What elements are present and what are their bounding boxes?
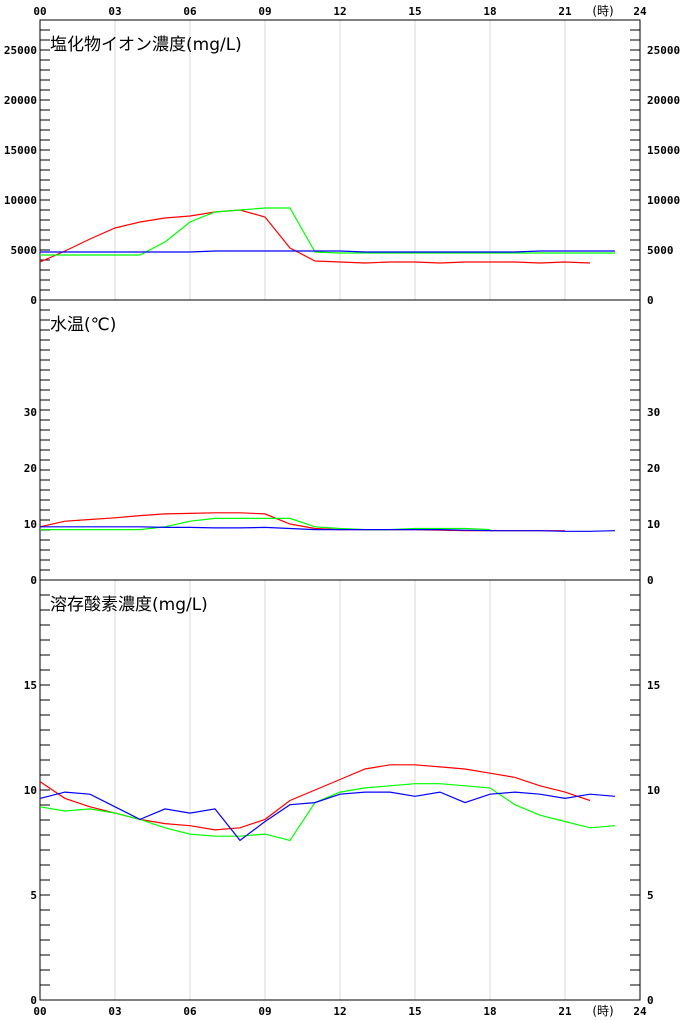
x-tick-label-bottom: 00 — [33, 1005, 46, 1018]
panel-2: 0 0 10 10 20 20 30 30 水温(℃) — [24, 299, 660, 587]
y-tick-label-left: 0 — [30, 994, 37, 1007]
y-tick-label-right: 30 — [647, 406, 660, 419]
y-tick-label-right: 20000 — [647, 94, 680, 107]
x-tick-label-bottom: 03 — [108, 1005, 121, 1018]
x-tick-label-top: 15 — [408, 5, 421, 18]
plot-area-border — [39, 579, 641, 1001]
y-tick-label-left: 20000 — [4, 94, 37, 107]
y-tick-label-right: 5 — [647, 889, 654, 902]
series-line-1 — [39, 764, 591, 831]
y-tick-label-left: 25000 — [4, 44, 37, 57]
x-tick-label-top: 09 — [258, 5, 271, 18]
y-tick-label-right: 15 — [647, 679, 660, 692]
y-tick-label-left: 10000 — [4, 194, 37, 207]
x-unit-label-top: (時) — [592, 4, 613, 18]
y-tick-label-left: 5000 — [11, 244, 38, 257]
y-tick-label-left: 5 — [30, 889, 37, 902]
panel-1: 0 0 5000 5000 10000 10000 15000 15000 20000 20000… — [4, 19, 680, 307]
plot-area-border — [39, 299, 641, 581]
y-tick-label-left: 15 — [24, 679, 37, 692]
series-line-1 — [39, 209, 591, 264]
y-tick-label-right: 25000 — [647, 44, 680, 57]
series-line-1 — [39, 512, 565, 532]
x-tick-label-top: 18 — [483, 5, 496, 18]
y-tick-label-left: 0 — [30, 294, 37, 307]
x-tick-label-bottom: 24 — [633, 1005, 647, 1018]
y-tick-label-right: 20 — [647, 462, 660, 475]
y-tick-label-left: 20 — [24, 462, 37, 475]
x-unit-label-bottom: (時) — [592, 1004, 613, 1018]
series-line-2 — [40, 207, 615, 256]
x-tick-label-bottom: 06 — [183, 1005, 197, 1018]
y-tick-label-left: 0 — [30, 574, 37, 587]
y-tick-label-left: 30 — [24, 406, 37, 419]
panel-title: 水温(℃) — [50, 315, 116, 335]
y-tick-label-left: 15000 — [4, 144, 37, 157]
y-tick-label-right: 0 — [647, 994, 654, 1007]
x-tick-label-bottom: 15 — [408, 1005, 421, 1018]
x-tick-label-bottom: 18 — [483, 1005, 496, 1018]
y-tick-label-right: 0 — [647, 294, 654, 307]
panel-title: 溶存酸素濃度(mg/L) — [50, 595, 208, 615]
series-line-3 — [39, 791, 616, 842]
x-tick-label-top: 00 — [33, 5, 46, 18]
y-tick-label-left: 10 — [24, 518, 37, 531]
panel-title: 塩化物イオン濃度(mg/L) — [50, 35, 242, 55]
x-tick-label-top: 12 — [333, 5, 346, 18]
x-tick-label-top: 21 — [558, 5, 572, 18]
y-tick-label-left: 10 — [24, 784, 37, 797]
x-tick-label-top: 24 — [633, 5, 647, 18]
series-line-2 — [40, 517, 491, 531]
y-tick-label-right: 5000 — [647, 244, 674, 257]
y-tick-label-right: 15000 — [647, 144, 680, 157]
y-tick-label-right: 0 — [647, 574, 654, 587]
series-line-2 — [39, 783, 616, 842]
y-tick-label-right: 10 — [647, 784, 660, 797]
series-line-3 — [40, 526, 616, 532]
x-tick-label-top: 03 — [108, 5, 121, 18]
x-tick-label-bottom: 12 — [333, 1005, 346, 1018]
x-tick-label-bottom: 21 — [558, 1005, 572, 1018]
y-tick-label-right: 10 — [647, 518, 660, 531]
x-tick-label-top: 06 — [183, 5, 197, 18]
y-tick-label-right: 10000 — [647, 194, 680, 207]
series-line-3 — [40, 250, 615, 253]
panel-3: 0 0 5 5 10 10 15 15 溶存酸素濃度(mg/L) — [24, 579, 660, 1007]
x-tick-label-bottom: 09 — [258, 1005, 271, 1018]
